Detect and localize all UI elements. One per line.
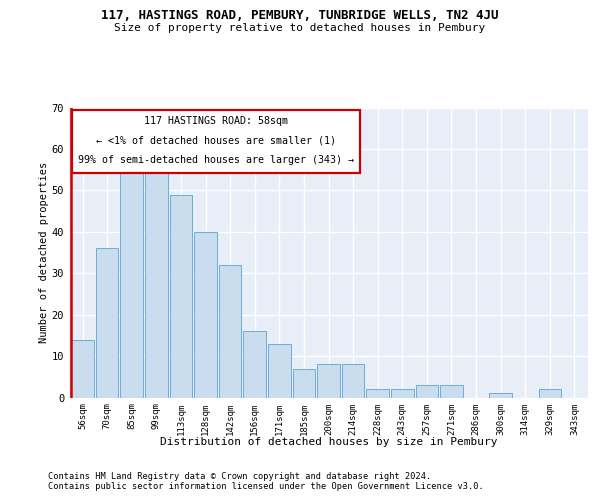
Bar bbox=[539, 389, 561, 398]
Text: 117, HASTINGS ROAD, PEMBURY, TUNBRIDGE WELLS, TN2 4JU: 117, HASTINGS ROAD, PEMBURY, TUNBRIDGE W… bbox=[101, 9, 499, 22]
Bar bbox=[342, 364, 364, 398]
Y-axis label: Number of detached properties: Number of detached properties bbox=[39, 162, 49, 343]
Text: 117 HASTINGS ROAD: 58sqm: 117 HASTINGS ROAD: 58sqm bbox=[143, 116, 287, 126]
Bar bbox=[71, 340, 94, 398]
Bar bbox=[194, 232, 217, 398]
Bar bbox=[391, 389, 413, 398]
Text: 99% of semi-detached houses are larger (343) →: 99% of semi-detached houses are larger (… bbox=[77, 154, 353, 164]
X-axis label: Distribution of detached houses by size in Pembury: Distribution of detached houses by size … bbox=[160, 438, 497, 448]
Bar bbox=[268, 344, 290, 398]
Bar bbox=[490, 394, 512, 398]
Text: Contains HM Land Registry data © Crown copyright and database right 2024.: Contains HM Land Registry data © Crown c… bbox=[48, 472, 431, 481]
FancyBboxPatch shape bbox=[71, 110, 359, 173]
Bar bbox=[219, 265, 241, 398]
Bar bbox=[416, 385, 438, 398]
Text: ← <1% of detached houses are smaller (1): ← <1% of detached houses are smaller (1) bbox=[95, 135, 335, 145]
Bar bbox=[244, 331, 266, 398]
Bar bbox=[367, 389, 389, 398]
Bar bbox=[440, 385, 463, 398]
Text: Size of property relative to detached houses in Pembury: Size of property relative to detached ho… bbox=[115, 23, 485, 33]
Bar bbox=[96, 248, 118, 398]
Bar bbox=[317, 364, 340, 398]
Bar bbox=[145, 162, 167, 398]
Bar bbox=[121, 170, 143, 398]
Bar bbox=[170, 194, 192, 398]
Bar bbox=[293, 368, 315, 398]
Text: Contains public sector information licensed under the Open Government Licence v3: Contains public sector information licen… bbox=[48, 482, 484, 491]
